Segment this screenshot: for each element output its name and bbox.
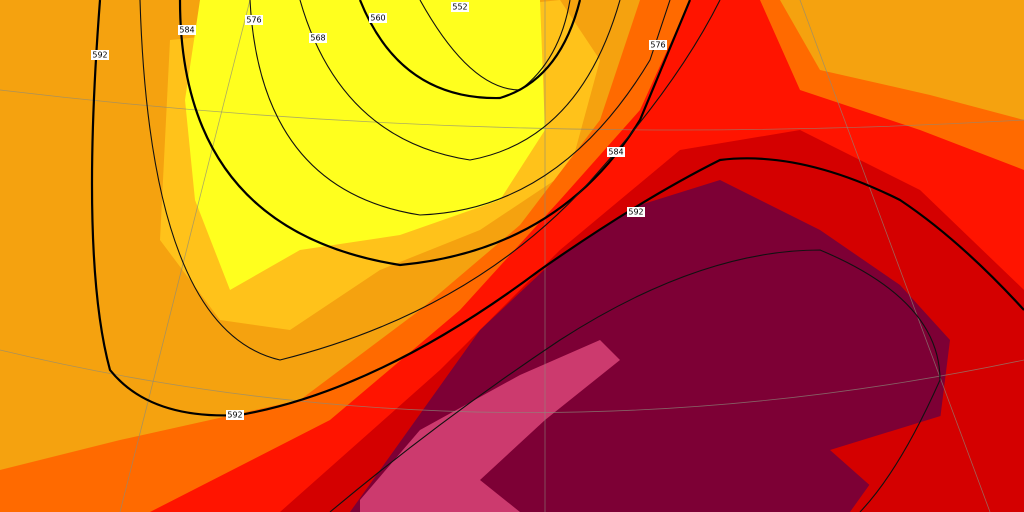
graticule — [119, 0, 251, 512]
contour-label-text: 552 — [452, 3, 467, 12]
contour-line — [358, 0, 582, 100]
contour-label: 552 — [451, 2, 469, 12]
temperature-zone — [780, 0, 1024, 120]
contour-label: 584 — [607, 147, 625, 157]
contour-line — [329, 249, 941, 512]
contour-label: 568 — [309, 33, 327, 43]
contour-line — [139, 0, 721, 361]
contour-label-text: 568 — [310, 34, 325, 43]
contour-label: 584 — [178, 25, 196, 35]
contour-label-text: 592 — [227, 411, 242, 420]
contour-label: 576 — [245, 15, 263, 25]
contour-label-text: 584 — [608, 148, 623, 157]
graticule — [0, 349, 1024, 413]
contour-line — [299, 0, 621, 161]
contour-label-text: 592 — [92, 51, 107, 60]
contour-label: 576 — [649, 40, 667, 50]
temperature-zone — [830, 400, 1024, 512]
graticule — [799, 0, 991, 512]
contour-label-text: 576 — [650, 41, 665, 50]
contour-label: 592 — [226, 410, 244, 420]
contour-line — [249, 0, 671, 216]
contour-label: 560 — [369, 13, 387, 23]
contour-label-text: 592 — [628, 208, 643, 217]
temperature-zone — [360, 340, 620, 512]
contour-label-text: 560 — [370, 14, 385, 23]
contour-label-text: 576 — [246, 16, 261, 25]
contour-label-text: 584 — [179, 26, 194, 35]
contour-label: 592 — [91, 50, 109, 60]
contour-label: 592 — [627, 207, 645, 217]
contour-line — [90, 0, 1024, 417]
